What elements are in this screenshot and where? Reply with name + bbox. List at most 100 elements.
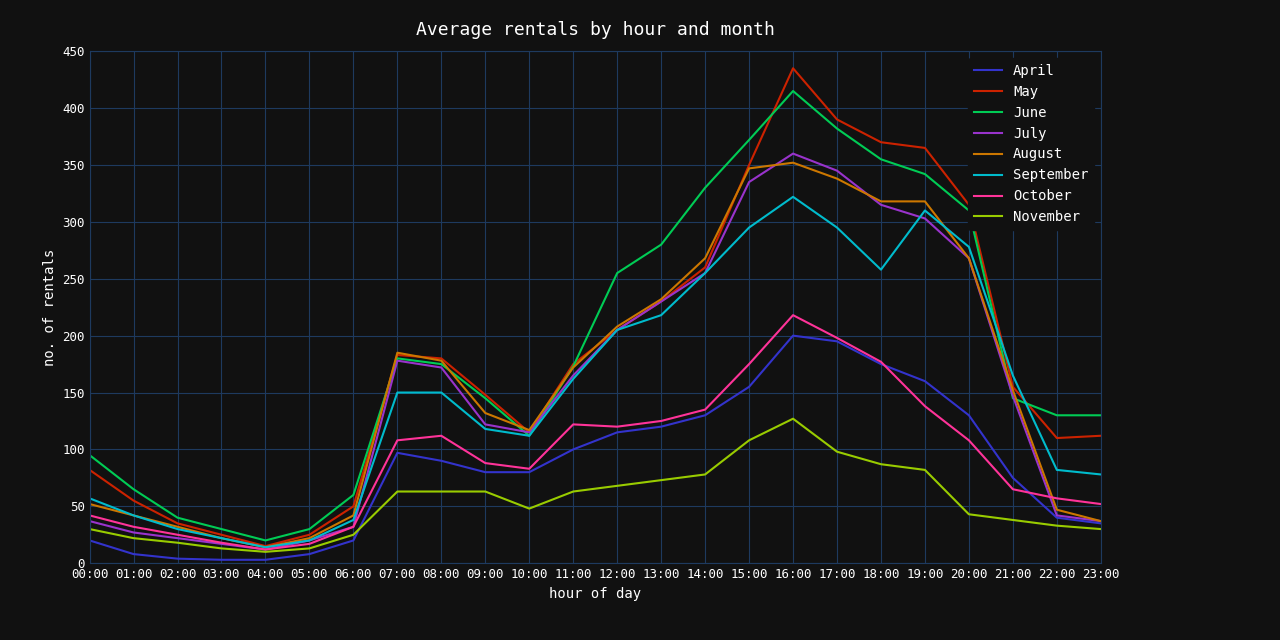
July	[609, 326, 625, 334]
May	[961, 201, 977, 209]
May	[125, 497, 141, 504]
May	[521, 429, 536, 436]
July	[214, 540, 229, 548]
May	[786, 65, 801, 72]
April	[214, 556, 229, 564]
August	[609, 323, 625, 330]
November	[521, 505, 536, 513]
October	[521, 465, 536, 472]
September	[961, 243, 977, 251]
October	[302, 540, 317, 548]
July	[918, 214, 933, 222]
Line: June: June	[90, 91, 1101, 540]
August	[1005, 387, 1020, 394]
June	[1093, 412, 1108, 419]
June	[741, 136, 756, 144]
April	[566, 445, 581, 453]
September	[654, 311, 669, 319]
July	[566, 372, 581, 380]
August	[829, 175, 845, 182]
September	[346, 516, 361, 524]
August	[257, 543, 273, 551]
May	[566, 360, 581, 368]
June	[82, 451, 97, 459]
Line: November: November	[90, 419, 1101, 552]
August	[918, 198, 933, 205]
November	[1005, 516, 1020, 524]
August	[786, 159, 801, 166]
April	[1050, 514, 1065, 522]
October	[873, 358, 888, 365]
May	[1050, 434, 1065, 442]
October	[786, 311, 801, 319]
October	[1050, 495, 1065, 502]
September	[257, 543, 273, 551]
August	[1050, 506, 1065, 513]
September	[741, 224, 756, 232]
October	[1005, 485, 1020, 493]
October	[609, 423, 625, 431]
September	[1093, 470, 1108, 478]
June	[873, 156, 888, 163]
June	[125, 485, 141, 493]
October	[698, 406, 713, 413]
July	[741, 178, 756, 186]
June	[654, 241, 669, 248]
Line: July: July	[90, 154, 1101, 550]
April	[346, 536, 361, 544]
June	[521, 432, 536, 440]
October	[566, 420, 581, 428]
April	[829, 337, 845, 345]
July	[1050, 511, 1065, 519]
November	[1050, 522, 1065, 529]
October	[82, 511, 97, 519]
July	[302, 536, 317, 544]
May	[829, 116, 845, 124]
September	[873, 266, 888, 273]
August	[741, 164, 756, 172]
September	[1050, 466, 1065, 474]
April	[918, 378, 933, 385]
May	[214, 531, 229, 539]
August	[125, 511, 141, 519]
November	[434, 488, 449, 495]
July	[1005, 392, 1020, 400]
September	[521, 432, 536, 440]
June	[1050, 412, 1065, 419]
October	[434, 432, 449, 440]
May	[1005, 383, 1020, 390]
September	[786, 193, 801, 201]
September	[829, 224, 845, 232]
November	[302, 545, 317, 552]
September	[125, 511, 141, 519]
June	[302, 525, 317, 533]
July	[654, 298, 669, 305]
June	[566, 362, 581, 370]
June	[346, 491, 361, 499]
September	[477, 425, 493, 433]
October	[741, 360, 756, 368]
April	[1093, 520, 1108, 527]
September	[698, 269, 713, 277]
October	[170, 531, 186, 539]
November	[477, 488, 493, 495]
April	[257, 556, 273, 564]
October	[654, 417, 669, 425]
Line: May: May	[90, 68, 1101, 546]
May	[873, 138, 888, 146]
November	[257, 548, 273, 556]
September	[389, 388, 404, 396]
August	[566, 364, 581, 371]
May	[346, 502, 361, 510]
Legend: April, May, June, July, August, September, October, November: April, May, June, July, August, Septembe…	[969, 58, 1094, 230]
September	[918, 207, 933, 214]
November	[1093, 525, 1108, 533]
November	[873, 460, 888, 468]
April	[786, 332, 801, 339]
Line: August: August	[90, 163, 1101, 547]
September	[566, 375, 581, 383]
June	[170, 514, 186, 522]
June	[1005, 394, 1020, 402]
August	[521, 426, 536, 434]
October	[125, 523, 141, 531]
